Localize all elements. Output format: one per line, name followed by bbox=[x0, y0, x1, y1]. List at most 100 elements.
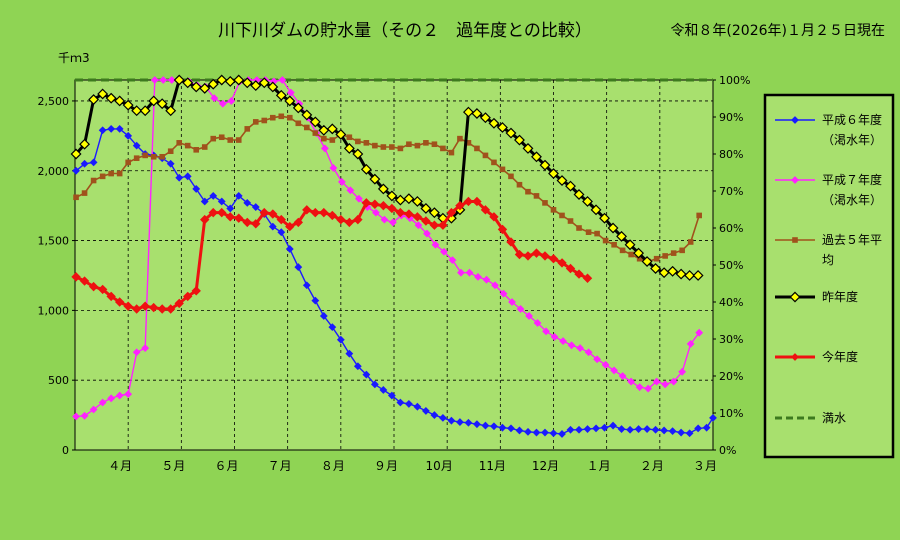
data-point bbox=[389, 218, 397, 227]
data-point bbox=[122, 99, 134, 111]
data-point bbox=[176, 140, 183, 146]
data-point bbox=[481, 421, 490, 430]
data-point bbox=[473, 420, 481, 429]
legend-label: 昨年度 bbox=[822, 289, 858, 304]
data-point bbox=[72, 166, 80, 175]
data-point bbox=[582, 196, 593, 207]
data-point bbox=[448, 149, 455, 156]
data-point bbox=[183, 291, 193, 302]
data-point bbox=[652, 377, 661, 386]
data-point bbox=[575, 425, 583, 434]
data-point bbox=[345, 349, 354, 358]
data-point bbox=[465, 268, 474, 277]
data-point bbox=[540, 251, 550, 261]
data-point bbox=[191, 286, 201, 296]
data-point bbox=[335, 129, 347, 140]
x-tick-label: ４月 bbox=[108, 459, 132, 473]
data-point bbox=[252, 119, 259, 125]
data-point bbox=[275, 89, 287, 101]
legend-marker bbox=[791, 353, 799, 361]
data-point bbox=[439, 413, 447, 422]
data-point bbox=[480, 205, 491, 215]
data-point bbox=[209, 191, 218, 200]
x-tick-label: ８月 bbox=[321, 459, 345, 473]
data-point bbox=[268, 209, 278, 219]
data-point bbox=[327, 210, 338, 221]
data-point bbox=[541, 428, 549, 437]
data-point bbox=[321, 135, 327, 142]
data-point bbox=[318, 124, 330, 136]
data-point bbox=[277, 228, 286, 237]
data-point bbox=[634, 425, 643, 433]
data-point bbox=[363, 140, 370, 146]
data-point bbox=[508, 298, 516, 306]
legend-label: （渇水年） bbox=[822, 133, 882, 147]
data-point bbox=[661, 380, 670, 389]
data-point bbox=[463, 196, 474, 207]
data-point bbox=[670, 250, 677, 256]
data-point bbox=[565, 263, 576, 274]
data-point bbox=[199, 82, 211, 94]
y2-tick-label: 40% bbox=[719, 296, 743, 309]
data-point bbox=[140, 301, 150, 311]
data-point bbox=[353, 214, 363, 225]
data-point bbox=[643, 425, 651, 433]
data-point bbox=[259, 207, 269, 218]
data-point bbox=[124, 131, 133, 140]
data-point bbox=[329, 137, 336, 143]
data-point bbox=[355, 194, 363, 203]
data-point bbox=[355, 138, 361, 145]
data-point bbox=[123, 301, 133, 311]
data-point bbox=[377, 183, 389, 195]
data-point bbox=[687, 239, 694, 245]
data-point bbox=[633, 247, 645, 259]
data-point bbox=[276, 214, 286, 225]
data-point bbox=[379, 386, 388, 394]
data-point bbox=[201, 144, 208, 150]
y-tick-label: 2,000 bbox=[38, 165, 70, 178]
data-point bbox=[114, 95, 126, 107]
data-point bbox=[89, 405, 98, 414]
data-point bbox=[148, 302, 159, 313]
data-point bbox=[413, 402, 422, 411]
data-point bbox=[446, 207, 457, 218]
x-tick-label: 10月 bbox=[426, 459, 453, 473]
data-point bbox=[685, 429, 694, 438]
data-point bbox=[644, 384, 653, 393]
legend-label: 今年度 bbox=[822, 349, 858, 364]
y-tick-label: 0 bbox=[62, 444, 69, 457]
data-point bbox=[343, 142, 355, 154]
data-point bbox=[193, 147, 200, 153]
data-point bbox=[387, 203, 397, 214]
data-point bbox=[132, 141, 141, 150]
axis-labels: 0 500 1,000 1,500 2,000 2,500 0% 10% 20% 30% 40% 50… bbox=[38, 74, 751, 473]
data-point bbox=[353, 362, 362, 371]
data-point bbox=[548, 254, 559, 264]
data-point bbox=[241, 77, 253, 89]
data-point bbox=[599, 212, 610, 224]
data-point bbox=[386, 190, 398, 202]
data-point bbox=[491, 281, 499, 290]
data-point bbox=[488, 117, 500, 129]
data-point bbox=[542, 327, 550, 336]
data-point bbox=[224, 75, 236, 87]
data-point bbox=[675, 268, 687, 280]
data-point bbox=[515, 426, 524, 435]
data-point bbox=[397, 145, 404, 152]
legend-box bbox=[763, 93, 895, 459]
data-point bbox=[514, 249, 525, 260]
data-point bbox=[301, 109, 313, 121]
data-point bbox=[414, 221, 423, 230]
data-point bbox=[372, 208, 380, 217]
data-point bbox=[566, 425, 575, 434]
data-point bbox=[387, 391, 396, 400]
data-point bbox=[602, 237, 609, 244]
data-point bbox=[428, 207, 440, 219]
data-point bbox=[190, 81, 202, 93]
data-point bbox=[200, 197, 209, 206]
data-point bbox=[250, 80, 262, 92]
data-point bbox=[658, 267, 670, 279]
data-point bbox=[165, 105, 177, 117]
